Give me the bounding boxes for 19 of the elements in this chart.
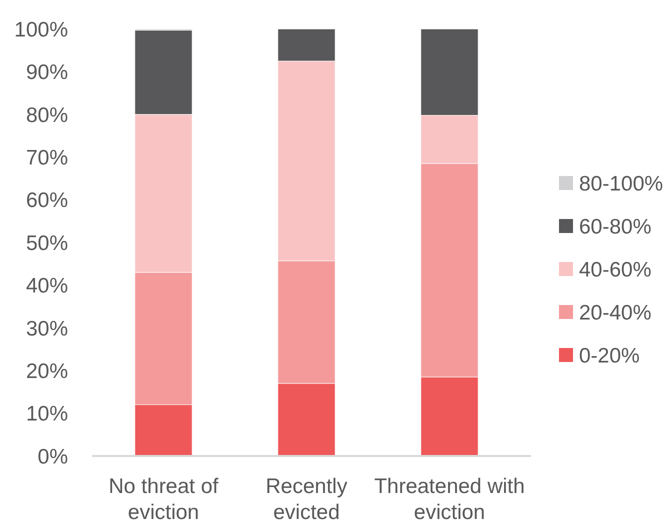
legend-label: 80-100% [579,172,664,196]
y-tick-label: 30% [26,317,68,340]
y-tick-label: 70% [26,146,68,170]
y-tick-label: 20% [26,360,68,383]
y-tick-label: 40% [26,274,68,298]
x-tick-label: No threat of eviction [108,475,219,524]
x-tick-label: Threatened with eviction [374,475,525,524]
x-tick-label: Recently evicted [266,475,348,524]
y-tick-label: 50% [26,232,68,255]
legend-label: 40-60% [579,258,652,282]
y-tick-label: 60% [26,189,68,212]
y-tick-label: 90% [26,61,68,84]
y-tick-label: 100% [14,18,68,42]
y-tick-label: 0% [38,445,68,468]
legend-label: 0-20% [579,344,640,368]
y-tick-label: 10% [26,402,68,426]
legend-label: 60-80% [579,215,652,238]
y-tick-label: 80% [26,104,68,127]
legend-label: 20-40% [579,301,652,324]
